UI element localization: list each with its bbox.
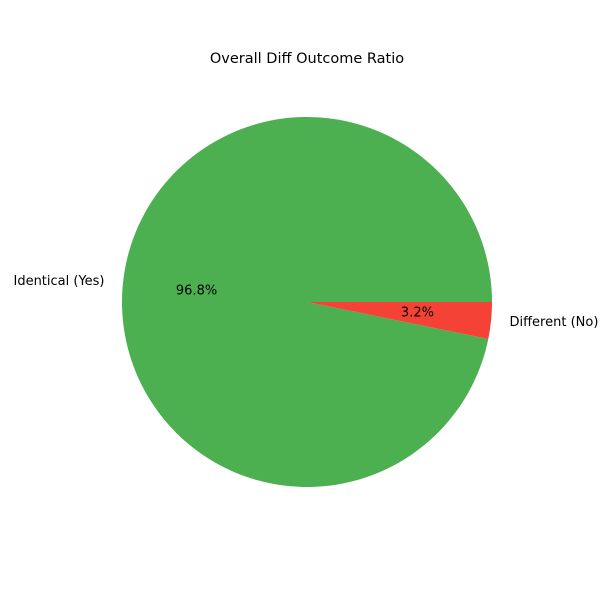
pie-slice-identical-yes (122, 116, 493, 487)
pct-label-identical-yes: 96.8% (176, 283, 217, 298)
chart-title: Overall Diff Outcome Ratio (210, 51, 404, 67)
pie-slice-different-no (307, 302, 492, 339)
pie-slices (122, 116, 493, 487)
pie-labels: Identical (Yes) 96.8% Different (No) 3.2% (13, 274, 598, 330)
slice-label-different-no: Different (No) (509, 315, 598, 330)
slice-label-identical-yes: Identical (Yes) (13, 274, 104, 289)
pct-label-different-no: 3.2% (401, 306, 434, 321)
